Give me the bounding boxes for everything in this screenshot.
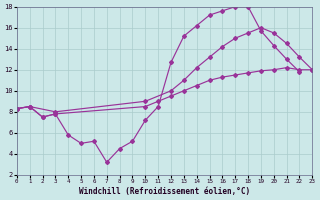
- X-axis label: Windchill (Refroidissement éolien,°C): Windchill (Refroidissement éolien,°C): [79, 187, 250, 196]
